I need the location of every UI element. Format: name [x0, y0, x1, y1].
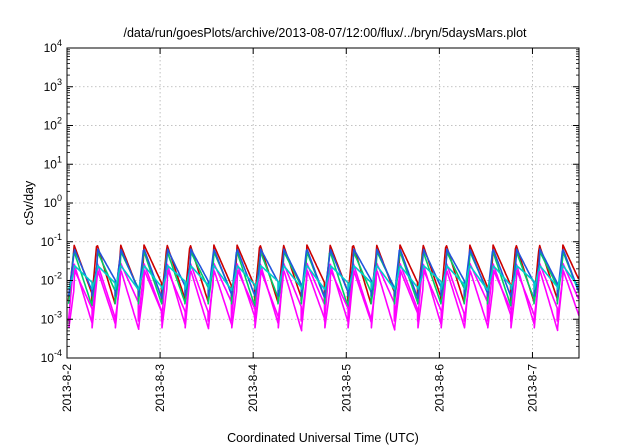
series-line-1 [67, 244, 580, 305]
series-line-6 [68, 269, 580, 332]
x-axis-label: Coordinated Universal Time (UTC) [227, 431, 419, 445]
series-layer [67, 244, 580, 332]
y-tick-label: 10-1 [41, 232, 62, 249]
y-tick-label: 10-4 [41, 348, 62, 365]
x-tick-label: 2013-8-3 [153, 364, 167, 412]
series-line-5 [68, 264, 580, 292]
y-tick-label: 100 [44, 193, 62, 210]
x-tick-label: 2013-8-4 [246, 364, 260, 412]
x-tick-label: 2013-8-5 [339, 364, 353, 412]
y-tick-label: 10-2 [41, 271, 62, 288]
chart-title: /data/run/goesPlots/archive/2013-08-07/1… [123, 26, 527, 40]
y-tick-label: 102 [44, 116, 62, 133]
y-tick-label: 101 [44, 154, 62, 171]
y-axis: 10-4 10-3 10-2 10-1 100 101 102 103 104 [41, 38, 579, 365]
y-axis-label: cSv/day [22, 180, 36, 225]
x-axis: 2013-8-2 2013-8-3 2013-8-4 2013-8-5 2013-8-6… [60, 48, 539, 412]
y-tick-label: 10-3 [41, 309, 62, 326]
x-tick-label: 2013-8-2 [60, 364, 74, 412]
x-tick-label: 2013-8-6 [432, 364, 446, 412]
x-tick-label: 2013-8-7 [525, 364, 539, 412]
y-tick-label: 103 [44, 77, 62, 94]
grid-lines [67, 48, 579, 358]
y-tick-label: 104 [44, 38, 62, 55]
